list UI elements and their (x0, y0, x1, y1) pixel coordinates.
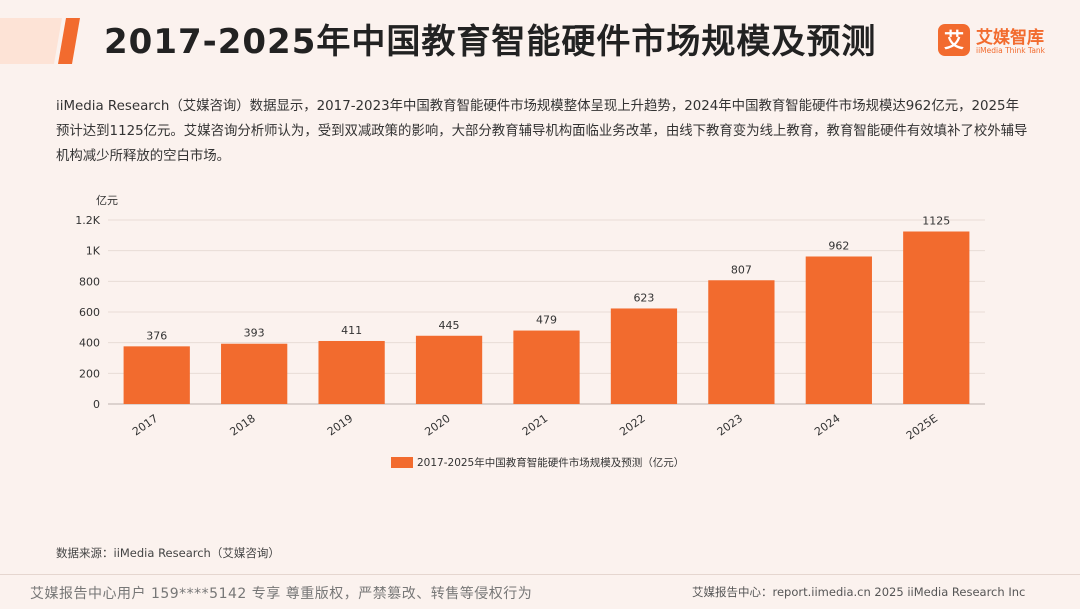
x-tick-label: 2024 (812, 412, 842, 439)
y-axis-unit-label: 亿元 (96, 194, 118, 207)
y-tick-label: 600 (79, 306, 100, 319)
data-label: 623 (633, 291, 654, 304)
legend-swatch (391, 457, 413, 468)
legend-label: 2017-2025年中国教育智能硬件市场规模及预测（亿元） (417, 456, 684, 469)
y-tick-label: 800 (79, 275, 100, 288)
bar-chart: 亿元 0 200 400 600 800 1K 1.2K 376 2017 393 2018 411 20… (75, 194, 985, 469)
bar (318, 340, 385, 404)
y-tick-label: 1.2K (75, 214, 100, 227)
x-tick-label: 2025E (904, 412, 940, 443)
logo-name-cn: 艾媒智库 (976, 28, 1044, 48)
logo-mark-icon: 艾 (938, 24, 970, 56)
data-source: 数据来源：iiMedia Research（艾媒咨询） (56, 546, 280, 560)
data-label: 962 (828, 239, 849, 252)
x-tick-label: 2020 (422, 412, 452, 439)
title-stripe-decoration (0, 18, 80, 64)
bar (123, 346, 190, 404)
bar (805, 256, 872, 404)
y-tick-label: 400 (79, 337, 100, 350)
y-tick-label: 1K (86, 245, 101, 258)
data-label: 411 (341, 324, 362, 337)
x-tick-label: 2023 (715, 412, 745, 439)
data-label: 376 (146, 329, 167, 342)
bar (221, 343, 288, 404)
x-tick-label: 2019 (325, 412, 355, 439)
footer: 艾媒报告中心用户 159****5142 专享 尊重版权，严禁篡改、转售等侵权行… (0, 574, 1080, 609)
y-tick-label: 200 (79, 367, 100, 380)
report-center-info: 艾媒报告中心：report.iimedia.cn 2025 iiMedia Re… (692, 585, 1026, 599)
bar (708, 280, 775, 404)
x-tick-label: 2021 (520, 412, 550, 439)
x-tick-label: 2017 (130, 412, 160, 439)
brand-logo: 艾 艾媒智库 iiMedia Think Tank (938, 24, 1058, 60)
logo-name-en: iiMedia Think Tank (976, 46, 1046, 55)
data-label: 1125 (922, 215, 950, 228)
description-text: iiMedia Research（艾媒咨询）数据显示，2017-2023年中国教… (56, 99, 1028, 164)
data-label: 807 (731, 263, 752, 276)
data-label: 479 (536, 314, 557, 327)
data-label: 393 (244, 327, 265, 340)
copyright-notice: 艾媒报告中心用户 159****5142 专享 尊重版权，严禁篡改、转售等侵权行… (30, 586, 533, 602)
x-tick-label: 2018 (227, 412, 257, 439)
bar (415, 335, 483, 404)
bar (610, 308, 678, 404)
y-tick-label: 0 (93, 398, 100, 411)
page-title: 2017-2025年中国教育智能硬件市场规模及预测 (104, 22, 877, 62)
data-label: 445 (439, 319, 460, 332)
bar (513, 330, 580, 404)
bar (903, 231, 970, 404)
x-tick-label: 2022 (617, 412, 647, 439)
